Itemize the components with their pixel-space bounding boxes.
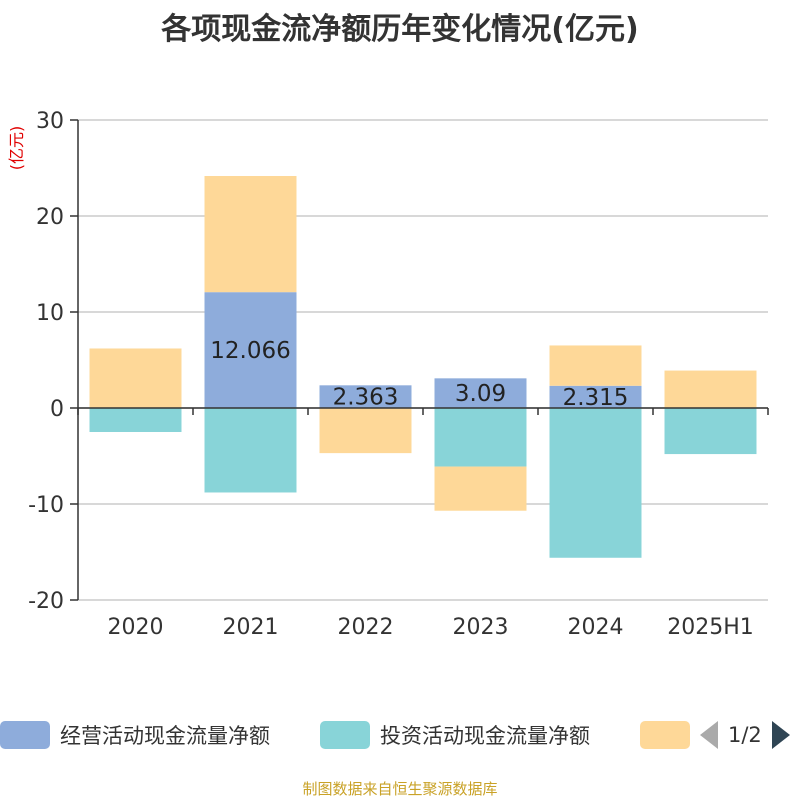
y-tick-label: 30 [36, 109, 64, 134]
bar-third [664, 370, 757, 408]
legend-swatch-investing [320, 721, 370, 749]
bar-third [549, 345, 642, 386]
y-tick-label: -20 [28, 589, 64, 614]
legend: 经营活动现金流量净额 投资活动现金流量净额 1/2 [0, 712, 800, 756]
bar-third [204, 176, 297, 293]
data-label: 3.09 [455, 381, 506, 407]
bar-investing [549, 408, 642, 558]
x-tick-label: 2024 [568, 615, 624, 640]
legend-swatch-third [640, 721, 690, 749]
legend-prev-icon[interactable] [700, 721, 718, 749]
bar-third [434, 466, 527, 511]
bar-third [89, 348, 182, 408]
source-note: 制图数据来自恒生聚源数据库 [302, 780, 498, 798]
y-unit-label: (亿元) [7, 126, 26, 171]
legend-page-indicator: 1/2 [728, 723, 762, 747]
bar-investing [204, 408, 297, 493]
x-tick-label: 2021 [223, 615, 279, 640]
x-tick-label: 2025H1 [667, 615, 754, 640]
legend-item-operating[interactable]: 经营活动现金流量净额 [0, 720, 270, 750]
bar-investing [89, 408, 182, 432]
chart-plot: 30 20 10 0 -10 -20 (亿元) 2020 2021 2022 2023 2024 202… [7, 109, 769, 640]
y-tick-label: -10 [28, 493, 64, 518]
data-label: 2.315 [563, 385, 629, 411]
legend-item-third[interactable] [640, 720, 700, 750]
y-tick-label: 10 [36, 301, 64, 326]
bar-investing [434, 408, 527, 467]
data-label: 12.066 [210, 338, 290, 364]
chart-title: 各项现金流净额历年变化情况(亿元) [161, 12, 639, 47]
legend-next-icon[interactable] [771, 721, 790, 749]
legend-swatch-operating [0, 721, 50, 749]
legend-label-operating: 经营活动现金流量净额 [60, 724, 270, 748]
x-tick-label: 2022 [338, 615, 394, 640]
bar-operating [549, 385, 642, 408]
y-tick-label: 20 [36, 205, 64, 230]
bar-operating [434, 378, 527, 408]
legend-item-investing[interactable]: 投资活动现金流量净额 [320, 720, 590, 750]
bar-investing [664, 408, 757, 455]
data-label: 2.363 [333, 385, 399, 411]
legend-pager: 1/2 [700, 720, 790, 750]
bar-operating [319, 385, 412, 408]
x-tick-label: 2020 [108, 615, 164, 640]
y-tick-label: 0 [50, 397, 64, 422]
x-tick-label: 2023 [453, 615, 509, 640]
legend-label-investing: 投资活动现金流量净额 [380, 724, 590, 748]
bar-third [319, 408, 412, 454]
bar-operating [204, 292, 297, 408]
